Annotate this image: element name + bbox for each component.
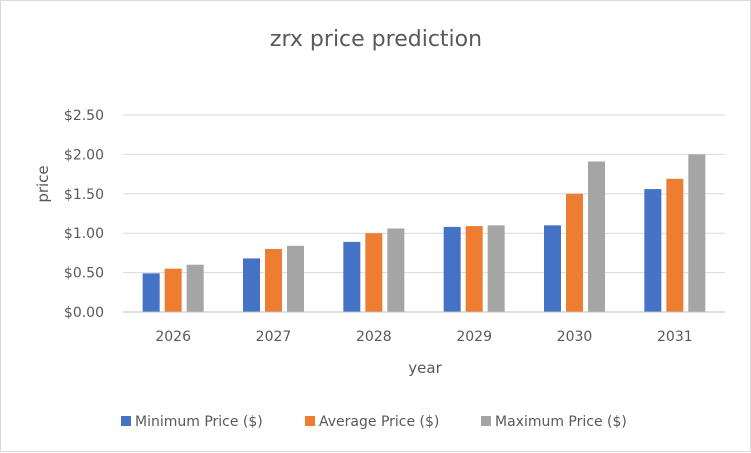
x-tick-label: 2029	[456, 329, 492, 345]
bar-2030-series-0	[544, 225, 561, 312]
bar-2028-series-2	[387, 228, 405, 312]
legend-item: Minimum Price ($)	[121, 414, 263, 430]
bar-2027-series-1	[265, 248, 282, 312]
chart-title: zrx price prediction	[270, 27, 482, 52]
legend-label: Maximum Price ($)	[495, 414, 627, 430]
x-tick-label: 2027	[256, 329, 292, 345]
bar-2029-series-2	[487, 225, 505, 312]
legend-swatch	[121, 416, 131, 426]
x-tick-label: 2028	[356, 329, 392, 345]
legend: Minimum Price ($) Average Price ($) Maximu…	[121, 414, 627, 430]
bars	[142, 154, 706, 312]
x-axis-ticks: 2026 2027 2028 2029 2030 2031	[155, 329, 692, 345]
bar-2028-series-1	[365, 233, 383, 312]
y-axis-ticks: $0.00 $0.50 $1.00 $1.50 $2.00 $2.50	[64, 108, 104, 321]
y-tick-label: $0.50	[64, 266, 104, 282]
y-tick-label: $0.00	[64, 305, 104, 321]
bar-2026-series-2	[186, 264, 204, 312]
bar-2030-series-2	[588, 161, 605, 312]
bar-2029-series-1	[465, 226, 483, 312]
y-axis-label: price	[34, 165, 52, 202]
bar-2031-series-0	[644, 189, 662, 312]
x-tick-label: 2030	[557, 329, 593, 345]
bar-2029-series-0	[443, 226, 461, 312]
bar-2027-series-2	[287, 245, 304, 312]
legend-swatch	[305, 416, 315, 426]
legend-label: Minimum Price ($)	[135, 414, 263, 430]
bar-2031-series-2	[688, 154, 706, 312]
gridlines	[123, 114, 725, 274]
y-tick-label: $1.00	[64, 226, 104, 242]
bar-2030-series-1	[566, 193, 583, 312]
legend-item: Average Price ($)	[305, 414, 439, 430]
bar-2028-series-0	[343, 241, 361, 312]
y-tick-label: $1.50	[64, 187, 104, 203]
bar-2026-series-0	[142, 273, 160, 312]
x-tick-label: 2026	[155, 329, 191, 345]
legend-swatch	[481, 416, 491, 426]
y-tick-label: $2.50	[64, 108, 104, 124]
bar-2027-series-0	[243, 258, 260, 312]
legend-item: Maximum Price ($)	[481, 414, 627, 430]
bar-2031-series-1	[666, 178, 684, 312]
y-tick-label: $2.00	[64, 147, 104, 163]
x-tick-label: 2031	[657, 329, 693, 345]
bar-2026-series-1	[164, 268, 182, 312]
x-axis-label: year	[408, 359, 442, 377]
legend-label: Average Price ($)	[319, 414, 439, 430]
